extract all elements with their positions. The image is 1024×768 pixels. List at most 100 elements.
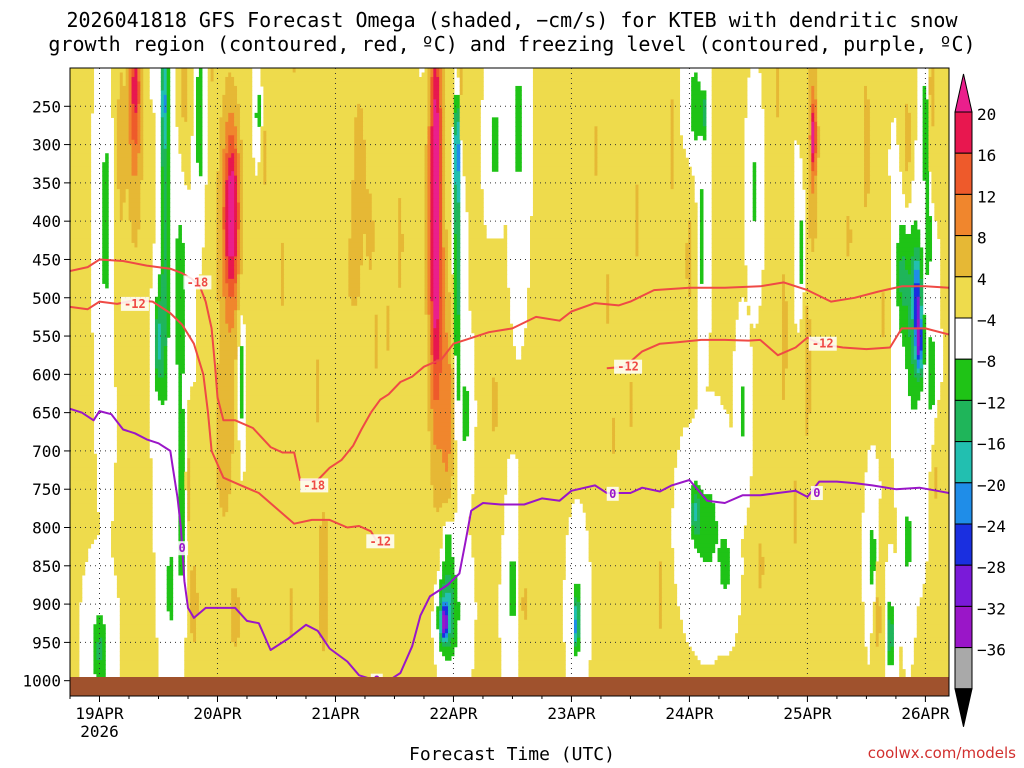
omega-cell bbox=[532, 126, 596, 132]
omega-cell bbox=[113, 202, 121, 208]
omega-cell bbox=[280, 301, 285, 307]
omega-cell bbox=[670, 166, 675, 172]
omega-cell bbox=[764, 211, 795, 217]
omega-cell bbox=[442, 633, 446, 639]
omega-cell bbox=[436, 108, 440, 114]
omega-cell bbox=[459, 81, 464, 87]
omega-cell bbox=[940, 386, 949, 392]
omega-cell bbox=[450, 359, 455, 365]
omega-cell bbox=[377, 359, 429, 365]
omega-cell bbox=[814, 184, 818, 190]
omega-cell bbox=[70, 583, 83, 589]
omega-cell bbox=[928, 404, 933, 410]
omega-cell bbox=[691, 489, 704, 495]
omega-cell bbox=[401, 207, 426, 213]
omega-cell bbox=[242, 229, 352, 235]
omega-cell bbox=[324, 516, 455, 522]
omega-cell bbox=[808, 426, 891, 432]
omega-cell bbox=[113, 323, 150, 329]
omega-cell bbox=[808, 81, 818, 87]
omega-cell bbox=[497, 395, 631, 401]
omega-cell bbox=[875, 624, 883, 630]
omega-cell bbox=[70, 565, 86, 571]
omega-cell bbox=[433, 355, 440, 361]
omega-cell bbox=[93, 633, 106, 639]
omega-cell bbox=[371, 207, 399, 213]
omega-cell bbox=[195, 81, 203, 87]
omega-cell bbox=[573, 583, 581, 589]
omega-cell bbox=[166, 94, 171, 100]
omega-cell bbox=[532, 175, 672, 181]
omega-cell bbox=[752, 171, 757, 177]
omega-cell bbox=[913, 323, 918, 329]
omega-cell bbox=[702, 99, 707, 105]
omega-cell bbox=[319, 395, 429, 401]
omega-cell bbox=[116, 157, 133, 163]
omega-cell bbox=[166, 180, 171, 186]
omega-cell bbox=[93, 651, 97, 657]
omega-cell bbox=[234, 364, 238, 370]
omega-cell bbox=[160, 139, 165, 145]
omega-cell bbox=[752, 162, 757, 168]
omega-cell bbox=[442, 175, 446, 181]
omega-cell bbox=[222, 198, 226, 204]
omega-cell bbox=[140, 144, 144, 150]
omega-cell bbox=[439, 350, 443, 356]
omega-cell bbox=[163, 144, 168, 150]
omega-cell bbox=[922, 157, 930, 163]
omega-cell bbox=[119, 90, 130, 96]
omega-cell bbox=[905, 103, 909, 109]
omega-cell bbox=[216, 404, 235, 410]
omega-cell bbox=[374, 242, 399, 249]
omega-cell bbox=[198, 68, 203, 74]
omega-cell bbox=[805, 364, 812, 370]
omega-cell bbox=[231, 633, 241, 639]
omega-cell bbox=[447, 453, 455, 459]
omega-cell bbox=[234, 171, 238, 177]
omega-cell bbox=[943, 355, 949, 361]
omega-cell bbox=[450, 606, 455, 612]
omega-cell bbox=[450, 355, 455, 361]
omega-cell bbox=[228, 229, 235, 235]
omega-cell bbox=[70, 601, 80, 607]
omega-cell bbox=[222, 251, 226, 257]
omega-cell bbox=[430, 440, 434, 446]
omega-cell bbox=[216, 256, 223, 262]
omega-cell bbox=[348, 274, 361, 280]
omega-cell bbox=[166, 112, 171, 118]
omega-cell bbox=[430, 211, 434, 217]
omega-cell bbox=[527, 597, 563, 603]
omega-cell bbox=[119, 606, 156, 612]
omega-cell bbox=[925, 220, 933, 226]
omega-cell bbox=[899, 660, 903, 666]
omega-cell bbox=[477, 606, 499, 612]
omega-cell bbox=[234, 242, 238, 249]
omega-cell bbox=[93, 669, 106, 675]
colorbar-label: −16 bbox=[977, 435, 1006, 454]
omega-cell bbox=[116, 184, 141, 190]
omega-cell bbox=[351, 184, 367, 190]
omega-cell bbox=[225, 233, 229, 240]
omega-cell bbox=[289, 592, 294, 598]
omega-cell bbox=[450, 494, 458, 500]
omega-cell bbox=[462, 171, 481, 177]
omega-cell bbox=[878, 467, 894, 473]
omega-cell bbox=[237, 341, 241, 347]
omega-cell bbox=[316, 417, 320, 423]
omega-cell bbox=[711, 130, 745, 136]
omega-cell bbox=[178, 148, 191, 154]
omega-cell bbox=[190, 597, 200, 603]
omega-cell bbox=[178, 422, 185, 428]
omega-cell bbox=[137, 90, 141, 96]
omega-cell bbox=[532, 180, 672, 186]
omega-cell bbox=[374, 359, 379, 365]
omega-cell bbox=[685, 260, 692, 266]
omega-cell bbox=[439, 90, 443, 96]
colorbar-label: −12 bbox=[977, 393, 1006, 412]
omega-cell bbox=[365, 251, 373, 257]
omega-cell bbox=[699, 233, 704, 240]
omega-cell bbox=[450, 319, 455, 325]
omega-cell bbox=[166, 117, 171, 123]
omega-cell bbox=[166, 287, 171, 293]
omega-cell bbox=[673, 112, 681, 118]
